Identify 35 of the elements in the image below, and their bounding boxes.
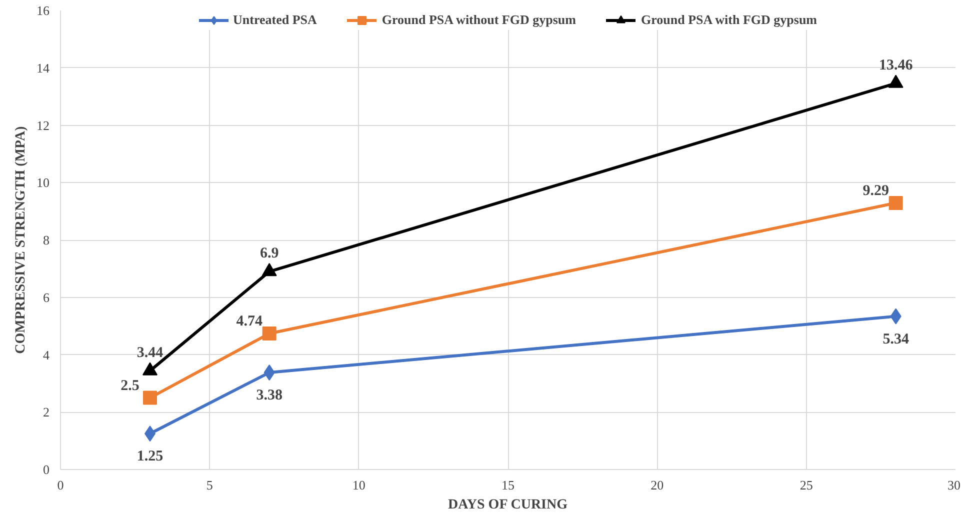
x-tick-label: 0 [57, 478, 64, 492]
point [262, 262, 277, 276]
x-tick-label: 15 [502, 478, 514, 492]
data-label: 9.29 [862, 182, 889, 199]
point [888, 74, 904, 88]
x-tick-label: 5 [206, 478, 213, 492]
data-label: 1.25 [136, 448, 164, 465]
legend-label: Untreated PSA [232, 12, 317, 28]
y-tick-label: 14 [36, 60, 50, 76]
data-label: 3.38 [256, 388, 282, 404]
data-label: 5.34 [882, 331, 910, 348]
y-tick-label: 4 [43, 347, 50, 362]
point [262, 326, 276, 341]
x-tick-label: 20 [650, 478, 664, 492]
data-label: 4.74 [236, 314, 263, 330]
y-tick-label: 16 [36, 3, 50, 18]
x-tick-label: 25 [800, 478, 813, 492]
y-axis-title: COMPRESSIVE STRENGTH (MPA) [14, 126, 28, 354]
y-tick-label: 10 [36, 175, 50, 190]
data-label: 2.5 [120, 378, 140, 394]
y-tick-label: 12 [36, 118, 50, 133]
data-label: 13.46 [878, 57, 914, 74]
x-tick-label: 30 [948, 478, 960, 492]
legend-label: Ground PSA with FGD gypsum [640, 12, 818, 28]
point [888, 196, 903, 210]
y-tick-label: 2 [43, 404, 50, 420]
y-tick-label: 8 [43, 232, 50, 248]
x-axis-title: DAYS OF CURING [448, 498, 568, 512]
data-label: 6.9 [260, 246, 279, 262]
y-tick-label: 6 [43, 290, 50, 305]
data-label: 3.44 [136, 344, 164, 361]
x-tick-label: 10 [352, 478, 366, 492]
legend-label: Ground PSA without FGD gypsum [382, 12, 576, 28]
point [143, 390, 157, 405]
y-tick-label: 0 [43, 462, 50, 477]
